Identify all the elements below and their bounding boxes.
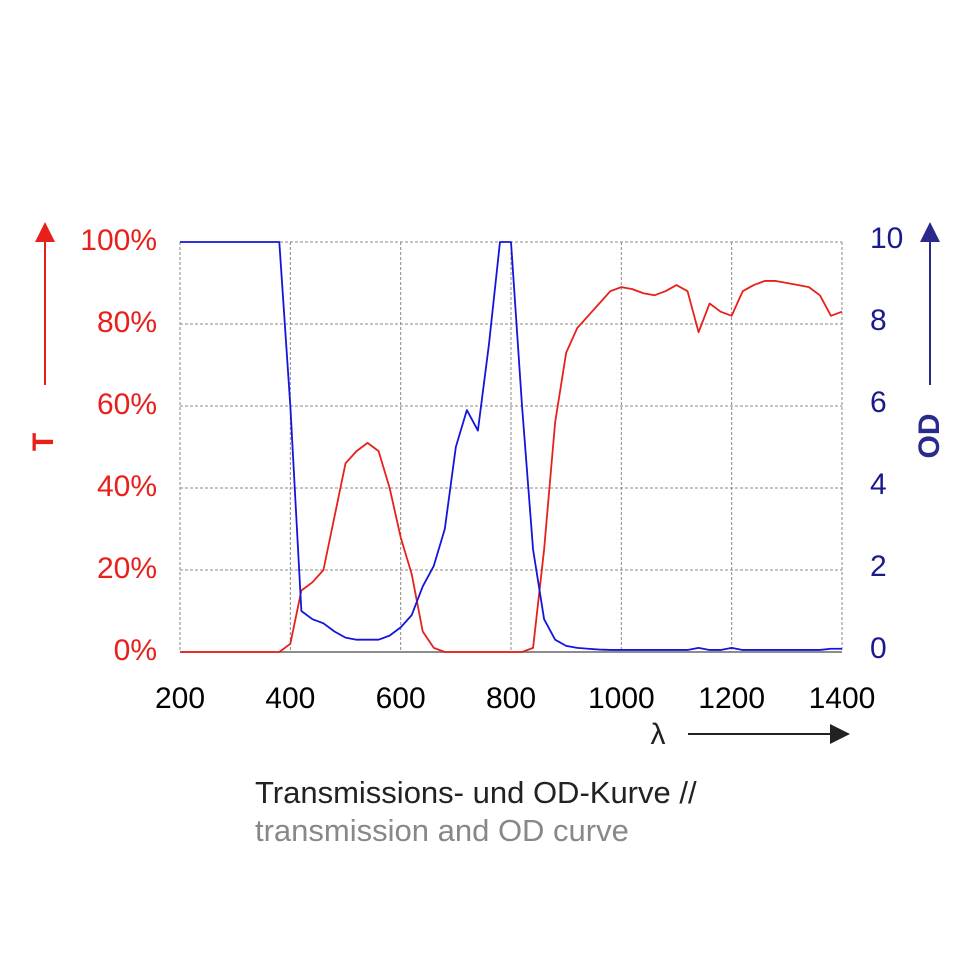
caption-sub: transmission and OD curve [255, 813, 629, 848]
y-tick-label: 60% [97, 388, 157, 421]
y2-tick-label: 6 [870, 386, 887, 419]
y-tick-label: 80% [97, 306, 157, 339]
y-axis-title: T [27, 433, 60, 451]
y2-tick-label: 4 [870, 468, 887, 501]
y-tick-label: 0% [114, 634, 157, 667]
x-tick-label: 1000 [588, 682, 655, 715]
y2-tick-label: 10 [870, 222, 903, 255]
x-tick-label: 1400 [809, 682, 876, 715]
y-tick-label: 20% [97, 552, 157, 585]
x-tick-label: 200 [155, 682, 205, 715]
y2-axis-title: OD [913, 414, 946, 459]
x-tick-label: 600 [376, 682, 426, 715]
y-tick-label: 40% [97, 470, 157, 503]
x-axis-title: λ [651, 718, 666, 751]
y2-tick-label: 0 [870, 632, 887, 665]
series-line [180, 241, 842, 651]
caption: Transmissions- und OD-Kurve // [255, 775, 697, 810]
y-tick-label: 100% [80, 224, 157, 257]
y2-tick-label: 2 [870, 550, 887, 583]
x-tick-label: 1200 [698, 682, 765, 715]
series-line [180, 280, 843, 653]
y2-tick-label: 8 [870, 304, 887, 337]
x-tick-label: 800 [486, 682, 536, 715]
x-tick-label: 400 [265, 682, 315, 715]
